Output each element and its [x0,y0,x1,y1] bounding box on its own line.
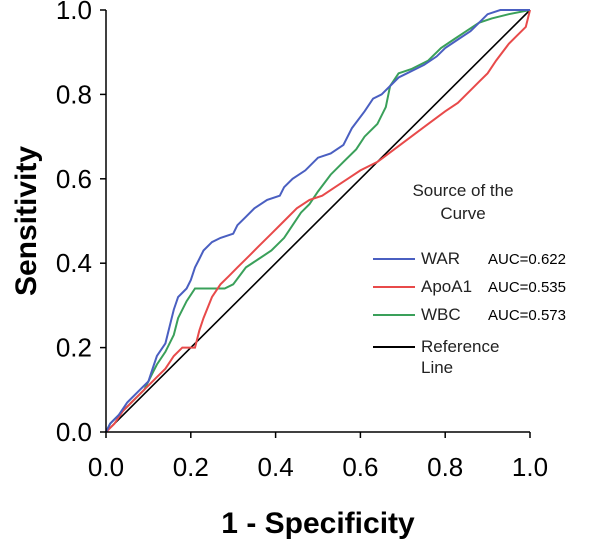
apoa1-series-line [105,9,531,433]
x-tick-label: 0.8 [427,452,463,482]
wbc-series-line [105,9,531,433]
y-tick-label: 0.2 [56,333,92,363]
x-tick-label: 0.6 [342,452,378,482]
legend-label: Line [421,358,453,377]
x-tick-label: 0.2 [173,452,209,482]
axes [105,10,530,433]
y-axis-title: Sensitivity [10,146,43,296]
y-tick-label: 1.0 [56,0,92,25]
x-tick-label: 1.0 [512,452,548,482]
y-tick-label: 0.4 [56,248,92,278]
y-tick-label: 0.8 [56,79,92,109]
apoa1-auc-label: AUC=0.535 [488,279,566,296]
legend: Source of the Curve WAR AUC=0.622 ApoA1 AUC=0… [373,181,566,377]
axis-ticks: 0.0 0.2 0.4 0.6 0.8 1.0 0.0 0.2 0.4 0.6 0.8 1.0 [56,0,548,482]
legend-label: Reference [421,337,499,356]
plot-area [105,9,531,433]
y-tick-label: 0.0 [56,417,92,447]
apoa1-legend-label: ApoA1 [421,277,472,296]
war-auc-label: AUC=0.622 [488,251,566,268]
x-tick-label: 0.0 [88,452,124,482]
wbc-legend-label: WBC [421,305,461,324]
y-tick-label: 0.6 [56,164,92,194]
legend-title: Curve [440,204,485,223]
x-tick-label: 0.4 [258,452,294,482]
x-axis-title: 1 - Specificity [221,507,415,540]
war-legend-label: WAR [421,249,460,268]
wbc-auc-label: AUC=0.573 [488,307,566,324]
reference-line-series-line [105,9,531,433]
war-series-line [105,9,530,433]
legend-title: Source of the [412,181,513,200]
